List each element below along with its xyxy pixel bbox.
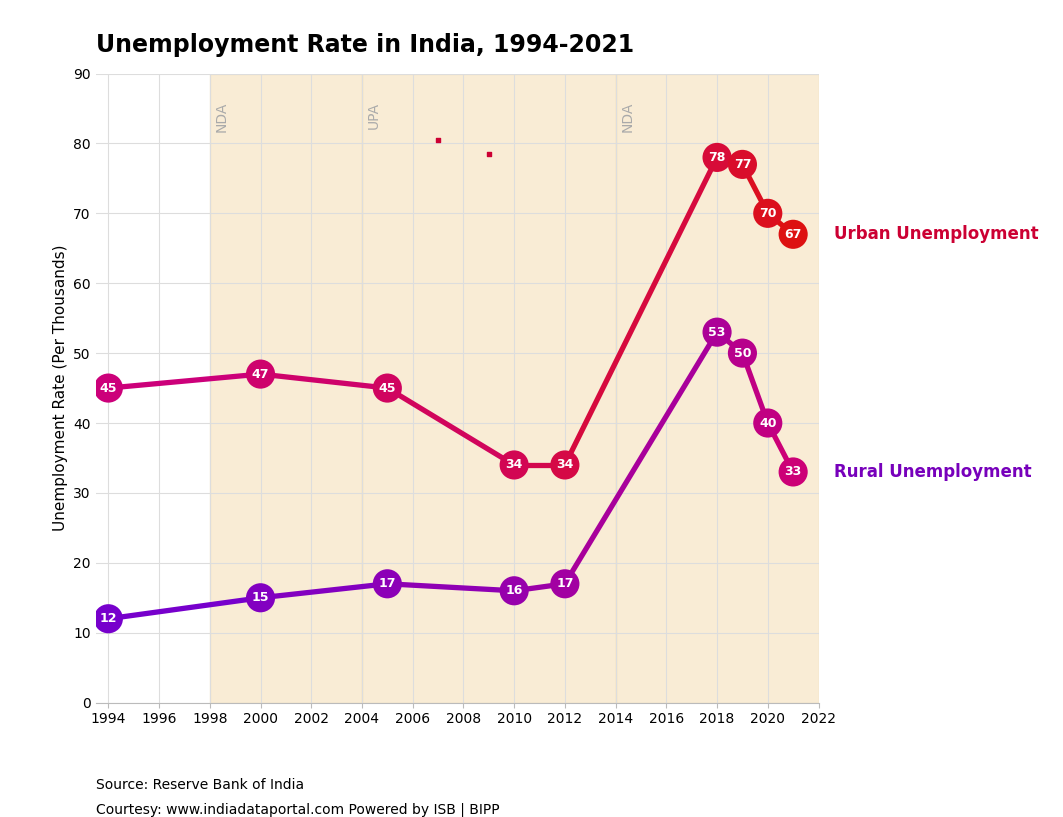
Text: 67: 67 [784, 228, 802, 241]
Point [759, 417, 776, 430]
Point [733, 346, 750, 359]
Text: 17: 17 [556, 578, 574, 591]
Text: 45: 45 [100, 382, 117, 395]
Text: 78: 78 [708, 151, 726, 164]
Point [252, 592, 269, 605]
Point [709, 151, 726, 164]
Point [480, 147, 497, 160]
Y-axis label: Unemployment Rate (Per Thousands): Unemployment Rate (Per Thousands) [53, 245, 68, 531]
Text: Rural Unemployment: Rural Unemployment [834, 463, 1032, 481]
Text: 15: 15 [252, 592, 269, 605]
Point [784, 228, 802, 241]
Text: 33: 33 [784, 466, 802, 479]
Point [709, 326, 726, 339]
Text: Source: Reserve Bank of India: Source: Reserve Bank of India [96, 779, 304, 792]
Text: UPA: UPA [367, 101, 381, 128]
Text: 77: 77 [733, 158, 752, 171]
Text: 16: 16 [506, 584, 523, 597]
Text: 50: 50 [733, 346, 752, 359]
Text: Urban Unemployment: Urban Unemployment [834, 225, 1039, 243]
Point [784, 466, 802, 479]
Point [556, 578, 573, 591]
Bar [209, 74, 362, 703]
Text: 12: 12 [100, 612, 117, 625]
Bar [615, 74, 819, 703]
Text: 45: 45 [378, 382, 396, 395]
Point [733, 158, 750, 171]
Text: 53: 53 [708, 326, 726, 339]
Point [429, 133, 446, 146]
Text: NDA: NDA [621, 101, 635, 132]
Text: Unemployment Rate in India, 1994-2021: Unemployment Rate in India, 1994-2021 [96, 33, 634, 57]
Point [506, 458, 523, 471]
Point [252, 368, 269, 381]
Point [378, 578, 395, 591]
Text: NDA: NDA [215, 101, 229, 132]
Point [100, 382, 117, 395]
Point [506, 584, 523, 597]
Point [556, 458, 573, 471]
Bar [362, 74, 615, 703]
Text: 40: 40 [759, 417, 777, 430]
Text: 34: 34 [556, 458, 574, 471]
Text: 70: 70 [759, 207, 777, 220]
Point [100, 612, 117, 625]
Point [378, 382, 395, 395]
Text: 47: 47 [252, 368, 269, 381]
Text: 17: 17 [378, 578, 396, 591]
Text: Courtesy: www.indiadataportal.com Powered by ISB | BIPP: Courtesy: www.indiadataportal.com Powere… [96, 802, 500, 817]
Text: 34: 34 [506, 458, 523, 471]
Point [759, 207, 776, 220]
